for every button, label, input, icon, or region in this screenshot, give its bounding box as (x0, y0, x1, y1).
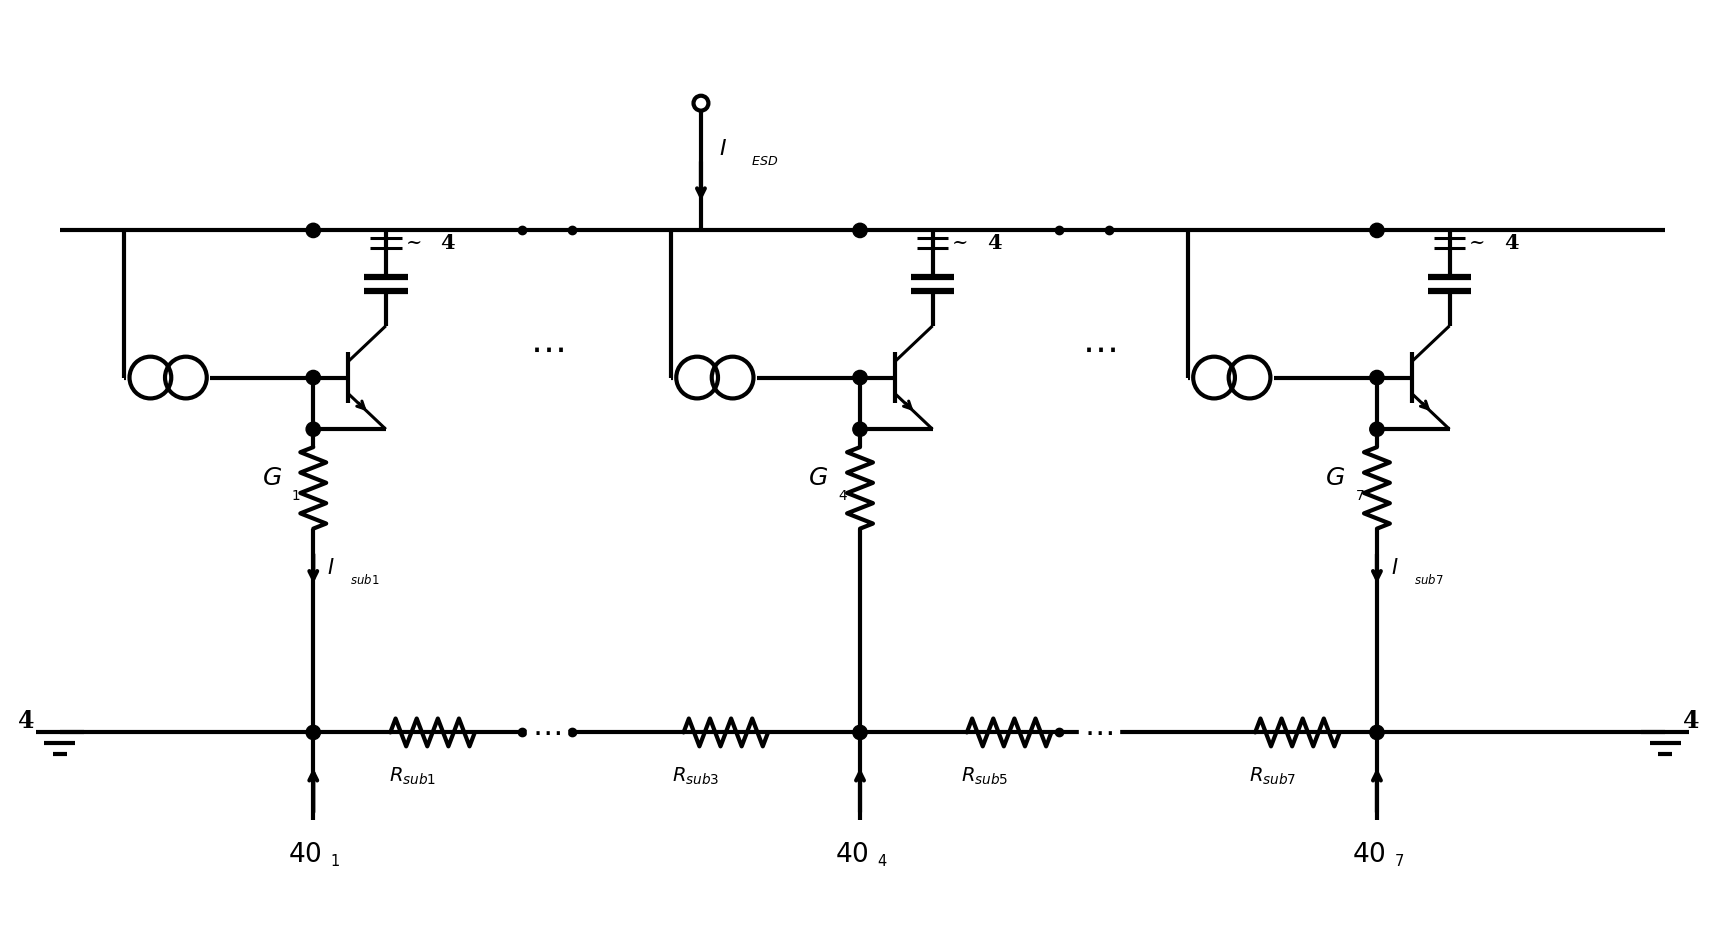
Circle shape (305, 370, 321, 385)
Text: $\cdots$: $\cdots$ (1082, 332, 1116, 367)
Circle shape (1370, 223, 1383, 238)
Text: $40$: $40$ (1352, 841, 1385, 867)
Text: ~: ~ (405, 235, 423, 253)
Text: $_4$: $_4$ (838, 485, 849, 503)
Circle shape (305, 423, 321, 437)
Circle shape (852, 370, 868, 385)
Text: ~: ~ (952, 235, 969, 253)
Text: $I$: $I$ (1390, 559, 1399, 578)
Text: $G$: $G$ (262, 466, 281, 490)
Text: $R_{sub3}$: $R_{sub3}$ (673, 765, 719, 787)
Text: $R_{sub5}$: $R_{sub5}$ (961, 765, 1007, 787)
Text: $I$: $I$ (328, 559, 335, 578)
Text: 4: 4 (1504, 234, 1518, 254)
Text: 4: 4 (1684, 709, 1699, 732)
Text: 4: 4 (440, 234, 455, 254)
Circle shape (1370, 725, 1383, 740)
Circle shape (1370, 423, 1383, 437)
Text: $_7$: $_7$ (1394, 850, 1404, 869)
Text: $_4$: $_4$ (876, 850, 887, 869)
Text: $I$: $I$ (719, 138, 726, 160)
Circle shape (852, 725, 868, 740)
Text: 4: 4 (17, 709, 34, 732)
Text: $_7$: $_7$ (1356, 485, 1364, 503)
Text: $_1$: $_1$ (329, 850, 340, 869)
Text: $\cdots$: $\cdots$ (530, 332, 564, 367)
Text: $40$: $40$ (288, 841, 323, 867)
Text: $_{sub1}$: $_{sub1}$ (350, 570, 380, 587)
Text: $G$: $G$ (1325, 466, 1346, 490)
Text: $_{ESD}$: $_{ESD}$ (750, 150, 778, 168)
Circle shape (305, 725, 321, 740)
Text: 4: 4 (987, 234, 1002, 254)
Text: $\cdots$: $\cdots$ (1083, 717, 1113, 748)
Circle shape (305, 223, 321, 238)
Text: $_{sub7}$: $_{sub7}$ (1414, 570, 1444, 587)
Text: $_1$: $_1$ (292, 485, 300, 503)
Text: $R_{sub1}$: $R_{sub1}$ (390, 765, 436, 787)
Circle shape (852, 223, 868, 238)
Text: $40$: $40$ (835, 841, 869, 867)
Text: $G$: $G$ (809, 466, 828, 490)
Text: ~: ~ (1470, 235, 1485, 253)
Text: $\cdots$: $\cdots$ (533, 717, 561, 748)
Circle shape (852, 423, 868, 437)
Circle shape (1370, 370, 1383, 385)
Text: $R_{sub7}$: $R_{sub7}$ (1249, 765, 1295, 787)
